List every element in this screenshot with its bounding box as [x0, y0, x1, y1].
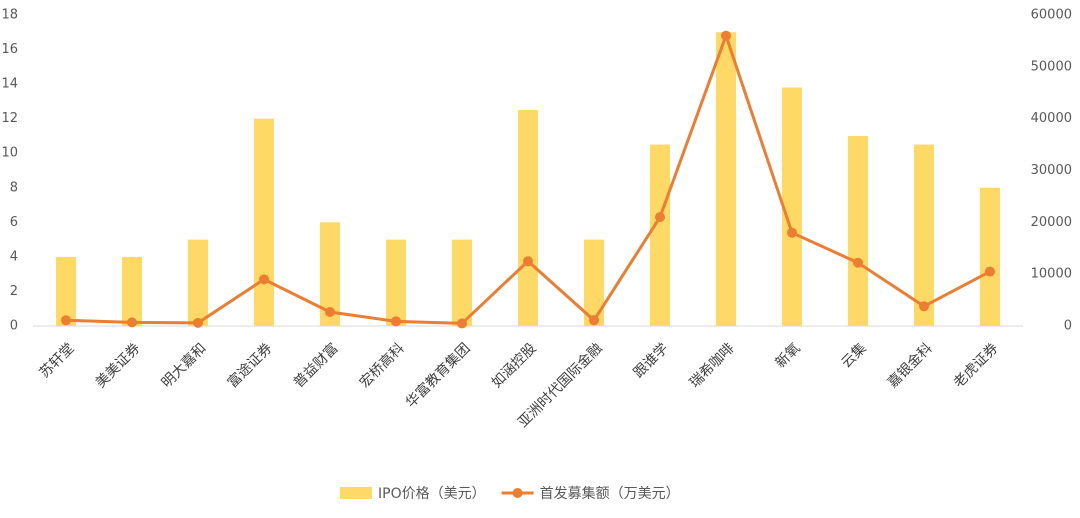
- y2-tick-label: 40000: [1031, 111, 1072, 126]
- bar: [452, 239, 472, 326]
- bar: [254, 118, 274, 327]
- x-tick-label: 宏桥高科: [356, 340, 408, 392]
- x-tick-label: 跟谁学: [631, 340, 672, 381]
- y-tick-label: 0: [10, 319, 18, 334]
- y2-tick-label: 0: [1064, 319, 1072, 334]
- y2-tick-label: 50000: [1031, 59, 1072, 74]
- bar: [914, 144, 934, 326]
- point: [919, 301, 929, 312]
- y-tick-label: 12: [1, 111, 18, 126]
- x-tick-label: 普益财富: [290, 340, 342, 392]
- x-tick-label: 明大嘉和: [159, 340, 210, 391]
- bar: [848, 135, 868, 326]
- x-tick-label: 如涵控股: [489, 340, 540, 391]
- point: [325, 307, 335, 318]
- point: [259, 274, 269, 285]
- y2-tick-label: 30000: [1031, 163, 1072, 178]
- legend-item: 首发募集额（万美元）: [501, 485, 680, 502]
- bar: [584, 239, 604, 326]
- point: [655, 212, 665, 223]
- x-tick-label: 华富教育集团: [402, 340, 473, 411]
- y-tick-label: 14: [1, 77, 18, 92]
- point: [391, 316, 401, 327]
- bar: [782, 87, 802, 326]
- x-tick-label: 美美证券: [93, 340, 144, 391]
- bar: [122, 256, 142, 326]
- y-tick-label: 6: [10, 215, 18, 230]
- point: [127, 317, 137, 328]
- y-tick-label: 2: [10, 284, 18, 299]
- point: [853, 257, 863, 268]
- legend-label: 首发募集额（万美元）: [540, 485, 680, 502]
- y-tick-label: 10: [1, 146, 18, 161]
- point: [985, 266, 995, 277]
- point: [193, 317, 203, 328]
- x-tick-label: 苏轩堂: [37, 340, 78, 381]
- y2-tick-label: 20000: [1031, 215, 1072, 230]
- bar: [518, 110, 538, 327]
- bar: [320, 222, 340, 326]
- bar: [650, 144, 670, 326]
- point: [457, 318, 467, 329]
- bar: [188, 239, 208, 326]
- bar: [386, 239, 406, 326]
- point: [589, 315, 599, 326]
- bar: [56, 256, 76, 326]
- x-tick-label: 富途证券: [224, 340, 276, 392]
- x-tick-label: 新氧: [773, 340, 804, 371]
- bar: [980, 187, 1000, 326]
- legend-label: IPO价格（美元）: [378, 486, 486, 502]
- x-tick-label: 老虎证券: [951, 340, 1002, 391]
- x-tick-label: 嘉银金科: [885, 340, 936, 391]
- y-tick-label: 18: [1, 8, 18, 23]
- point: [787, 227, 797, 238]
- legend-item: IPO价格（美元）: [340, 486, 486, 502]
- y-tick-label: 4: [10, 249, 18, 264]
- legend-swatch: [340, 487, 372, 499]
- point: [61, 315, 71, 326]
- x-tick-label: 云集: [838, 340, 870, 372]
- bar: [716, 32, 736, 327]
- y2-tick-label: 60000: [1031, 8, 1072, 23]
- y2-tick-label: 10000: [1031, 267, 1072, 282]
- point: [721, 30, 731, 41]
- x-tick-label: 瑞希咖啡: [687, 340, 738, 391]
- y-tick-label: 8: [10, 180, 18, 195]
- y-tick-label: 16: [1, 42, 18, 57]
- legend-swatch: [512, 488, 523, 498]
- point: [523, 256, 533, 267]
